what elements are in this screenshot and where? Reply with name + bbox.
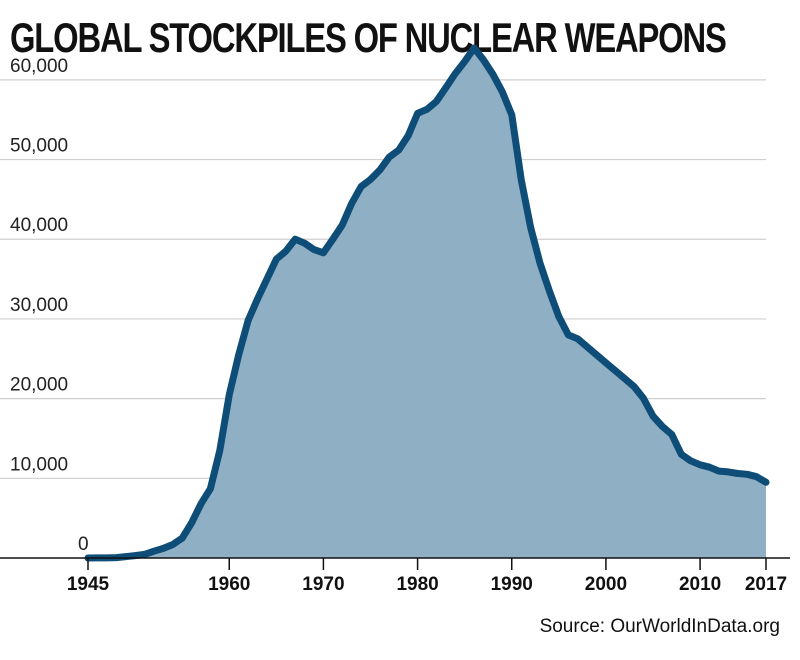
y-tick-label: 40,000: [10, 215, 68, 236]
y-tick-label: 50,000: [10, 136, 68, 157]
y-tick-label: 30,000: [10, 295, 68, 316]
y-tick-label: 60,000: [10, 56, 68, 77]
x-tick-label: 2010: [679, 574, 721, 595]
x-tick-label: 2017: [745, 574, 787, 595]
x-tick-label: 1980: [396, 574, 438, 595]
x-tick-label: 1945: [67, 574, 110, 595]
y-tick-label: 20,000: [10, 375, 68, 396]
x-tick-label: 1960: [208, 574, 250, 595]
x-tick-label: 1970: [302, 574, 344, 595]
x-tick-label: 2000: [585, 574, 627, 595]
source-note: Source: OurWorldInData.org: [539, 616, 780, 637]
stockpile-area: [88, 48, 766, 558]
y-axis-ticks: 0 10,000 20,000 30,000 40,000 50,000 60,000: [10, 56, 89, 555]
chart-title: GLOBAL STOCKPILES OF NUCLEAR WEAPONS: [10, 14, 727, 61]
x-tick-label: 1990: [491, 574, 533, 595]
stockpile-line: [84, 44, 770, 562]
x-axis-ticks: 1945 1960 1970 1980 1990 2000 2010 2017: [67, 558, 787, 595]
y-tick-label: 10,000: [10, 454, 68, 475]
y-tick-label: 0: [78, 534, 89, 555]
